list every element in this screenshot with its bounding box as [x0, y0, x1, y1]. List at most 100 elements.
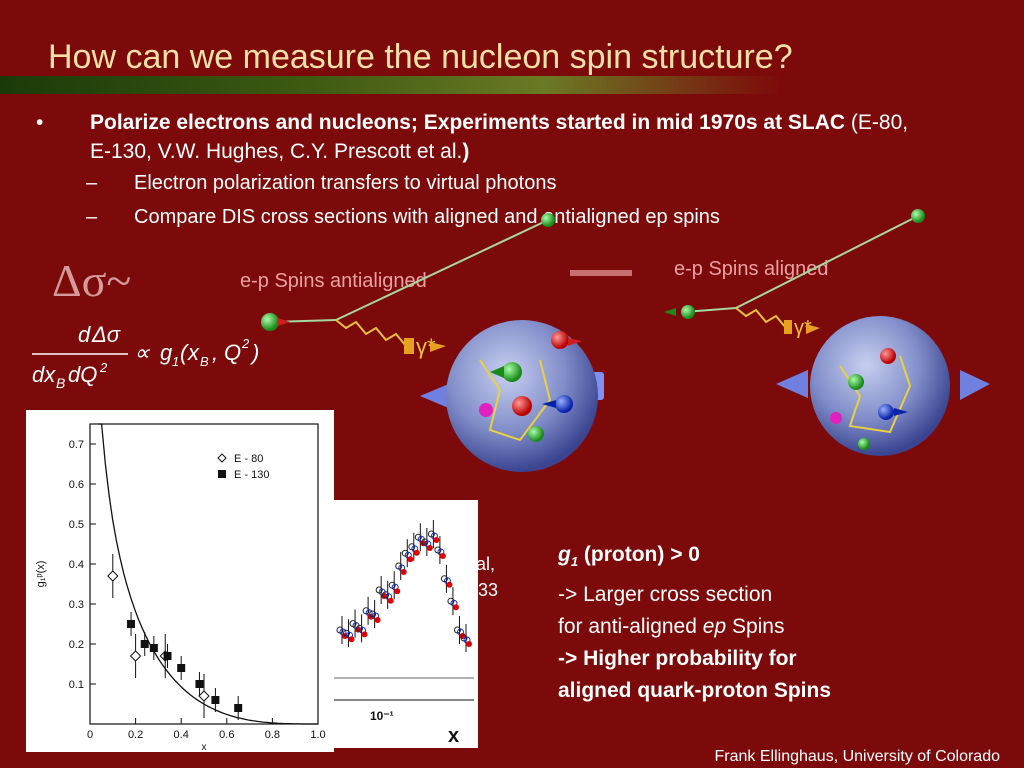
bullet-main-bold: Polarize electrons and nucleons; Experim… — [90, 111, 846, 134]
g1-spectrum-plot: 10⁻¹ x — [330, 500, 478, 748]
label-aligned: e-p Spins aligned — [674, 258, 829, 280]
svg-text:dQ: dQ — [68, 362, 97, 387]
cross-section-formula: d Δσ dx B dQ 2 ∝ g 1 ( x B , Q 2 ) — [32, 322, 259, 391]
data-point-red — [348, 636, 355, 643]
g1p-plot: 0.1 0.2 0.3 0.4 0.5 0.6 0.7 0 0.2 0.4 0.6 0.8 1.0 x g₁… — [26, 410, 334, 753]
dash: – — [86, 172, 98, 194]
svg-text:,: , — [212, 340, 218, 365]
svg-text:Δσ: Δσ — [91, 322, 121, 347]
g1-subscript: 1 — [570, 554, 579, 570]
virtual-photon-wave — [335, 319, 407, 347]
svg-text:dx: dx — [32, 362, 56, 387]
g1-line-4: -> Higher probability for — [558, 643, 831, 675]
slide-title: How can we measure the nucleon spin stru… — [48, 38, 793, 76]
data-point-red — [361, 631, 368, 638]
g1-line-3: for anti-aligned ep Spins — [558, 611, 831, 643]
sub-bullet-2-text: Compare DIS cross sections with aligned … — [134, 206, 720, 228]
sub-bullet-1: – Electron polarization transfers to virt… — [86, 172, 556, 195]
data-point-e130 — [234, 704, 243, 712]
legend-marker-e130 — [218, 470, 226, 478]
data-point-e130 — [149, 644, 158, 652]
y-tick-label: 0.1 — [69, 679, 84, 691]
footer-credit: Frank Ellinghaus, University of Colorado — [714, 748, 1000, 765]
g1-line-5-text: aligned quark-proton Spins — [558, 679, 832, 703]
svg-text:B: B — [200, 354, 209, 369]
data-point-e130 — [211, 696, 220, 704]
data-point-e130 — [195, 680, 204, 688]
data-point-red — [433, 537, 440, 543]
g1-line-3-b: Spins — [726, 615, 785, 639]
electron-icon — [681, 305, 695, 319]
x-tick-label: 1.0 — [310, 729, 325, 741]
x-tick-label: 0.6 — [219, 729, 234, 741]
data-point-e130 — [140, 640, 149, 648]
data-point-red — [466, 641, 472, 647]
fit-curve — [98, 423, 318, 725]
y-tick-label: 0.4 — [69, 559, 84, 571]
dash: – — [86, 206, 98, 228]
photon-block-icon — [404, 338, 414, 354]
legend-label: E - 80 — [234, 453, 263, 465]
svg-text:2: 2 — [99, 360, 108, 375]
right-spin-arrow — [960, 370, 990, 400]
y-tick-label: 0.7 — [69, 439, 84, 451]
sub-bullet-1-text: Electron polarization transfers to virtu… — [134, 172, 557, 194]
g1-line-4-text: -> Higher probability for — [558, 647, 797, 671]
y-axis-label: g₁ᵖ(x) — [35, 561, 47, 588]
svg-text:x: x — [187, 340, 200, 365]
x-axis-label: x — [448, 725, 459, 747]
plot-frame — [89, 423, 319, 725]
data-point-red — [446, 581, 453, 588]
data-point-red — [407, 556, 414, 563]
nucleon-sphere — [810, 316, 950, 456]
x-tick-label: 0.8 — [265, 729, 280, 741]
g1-spectrum-plot-svg: 10⁻¹ x — [334, 520, 474, 747]
svg-text:∝: ∝ — [134, 340, 151, 365]
g1-line-2: -> Larger cross section — [558, 583, 773, 607]
g1p-plot-svg: 0.1 0.2 0.3 0.4 0.5 0.6 0.7 0 0.2 0.4 0.6 0.8 1.0 x g₁… — [35, 423, 326, 753]
scattered-electron-track — [335, 219, 549, 321]
data-point-red — [374, 617, 381, 623]
sub-bullet-2: – Compare DIS cross sections with aligned… — [86, 206, 720, 229]
legend-marker-e80 — [217, 453, 227, 463]
y-tick-label: 0.5 — [69, 519, 84, 531]
data-point-e130 — [127, 620, 136, 628]
legend-label: E - 130 — [234, 469, 269, 481]
x-axis-label: x — [202, 742, 207, 752]
data-point-red — [400, 569, 407, 575]
y-tick-label: 0.3 — [69, 599, 84, 611]
aligned-illustration: γ* — [664, 209, 990, 456]
x-tick-label: 0 — [87, 729, 93, 741]
svg-text:d: d — [78, 322, 91, 347]
data-point-red — [439, 553, 446, 559]
antialigned-illustration: γ* — [261, 213, 604, 472]
svg-text:Q: Q — [224, 340, 241, 365]
occluded-text-1: al, — [476, 554, 496, 574]
bullet-dot: • — [36, 111, 44, 134]
y-tick-label: 0.6 — [69, 479, 84, 491]
minus-sign — [570, 270, 632, 276]
data-point-e80 — [129, 650, 142, 662]
x-tick-label: 0.2 — [128, 729, 143, 741]
bullet-main-close: ) — [462, 140, 470, 163]
scattered-electron-icon — [541, 213, 555, 227]
bullet-main-rest: (E-80, E-130, V.W. Hughes, C.Y. Prescott… — [90, 111, 909, 163]
g1-conclusion: g1 (proton) > 0 -> Larger cross section … — [558, 538, 831, 707]
data-point-e130 — [163, 652, 172, 660]
y-tick-label: 0.2 — [69, 639, 84, 651]
electron-icon — [261, 313, 279, 331]
g1-symbol: g — [558, 543, 571, 566]
data-point-red — [426, 545, 433, 551]
g1-line-3-ep: ep — [702, 615, 727, 639]
g1-line-5: aligned quark-proton Spins — [558, 675, 831, 707]
x-tick-label: 10⁻¹ — [370, 709, 394, 723]
title-underline — [0, 76, 780, 94]
svg-text:g: g — [160, 340, 173, 365]
bullet-main-text: Polarize electrons and nucleons; Experim… — [90, 108, 930, 166]
g1-line-1: g1 (proton) > 0 — [558, 538, 831, 579]
data-point-e80 — [198, 690, 210, 702]
data-point-e80 — [107, 570, 119, 582]
data-point-red — [413, 549, 420, 556]
x-tick-label: 0.4 — [174, 729, 189, 741]
svg-text:1: 1 — [172, 354, 179, 369]
